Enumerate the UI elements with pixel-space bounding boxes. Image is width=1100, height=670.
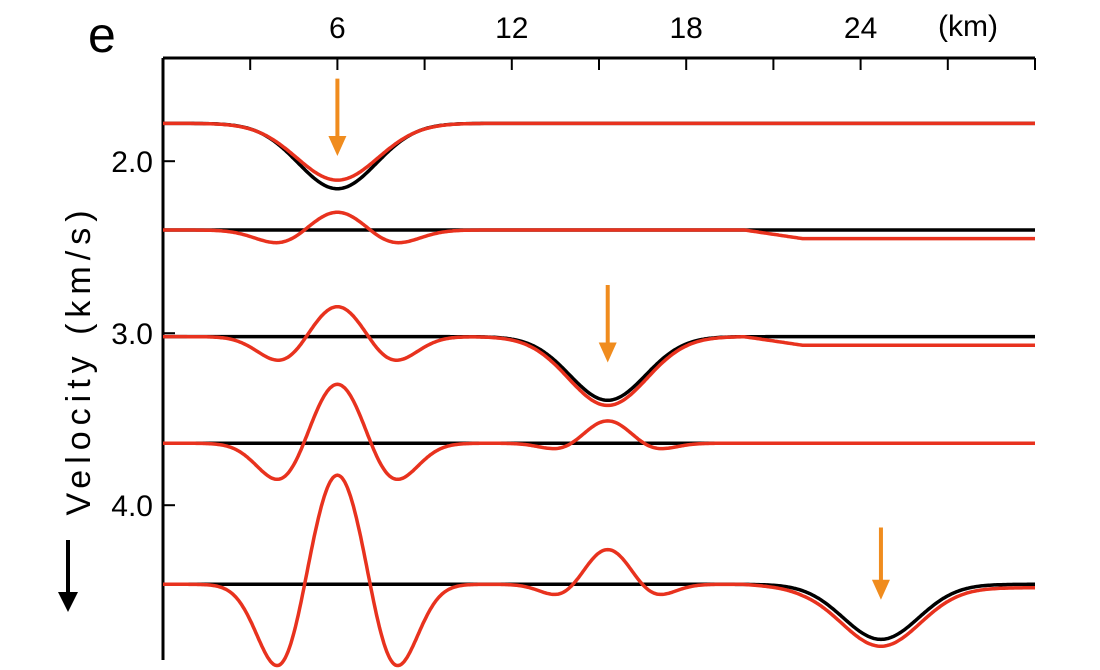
x-axis-unit-label: (km): [938, 10, 998, 43]
down-arrow-head: [58, 592, 78, 612]
x-tick-label: 6: [329, 12, 346, 45]
x-tick-label: 18: [670, 12, 703, 45]
axes-frame: [161, 56, 1035, 660]
velocity-profiles: [163, 121, 1035, 668]
true-model-line-5: [163, 582, 1035, 642]
inverted-model-line-4: [163, 382, 1035, 482]
x-tick-label: 24: [844, 12, 877, 45]
y-tick-label: 2.0: [111, 146, 153, 179]
y-tick-label: 4.0: [111, 490, 153, 523]
anomaly-arrow-head-3: [871, 579, 890, 600]
panel-label: e: [88, 7, 116, 63]
y-axis-label: Velocity (km/s): [60, 204, 98, 515]
inverted-model-line-2: [163, 210, 1035, 245]
inverted-model-line-5: [163, 473, 1035, 668]
y-tick-label: 3.0: [111, 318, 153, 351]
x-axis-ticks: 6 12 18 24: [249, 12, 1036, 70]
anomaly-arrow-head-2: [598, 342, 617, 363]
anomaly-arrow-head-1: [328, 136, 347, 157]
down-arrow-icon: [58, 540, 78, 612]
x-tick-label: 12: [495, 12, 528, 45]
inverted-model-line-3: [163, 304, 1035, 408]
y-axis-ticks: 2.0 3.0 4.0: [111, 146, 175, 523]
anomaly-arrows: [328, 78, 890, 600]
inverted-model-line-1: [163, 121, 1035, 182]
